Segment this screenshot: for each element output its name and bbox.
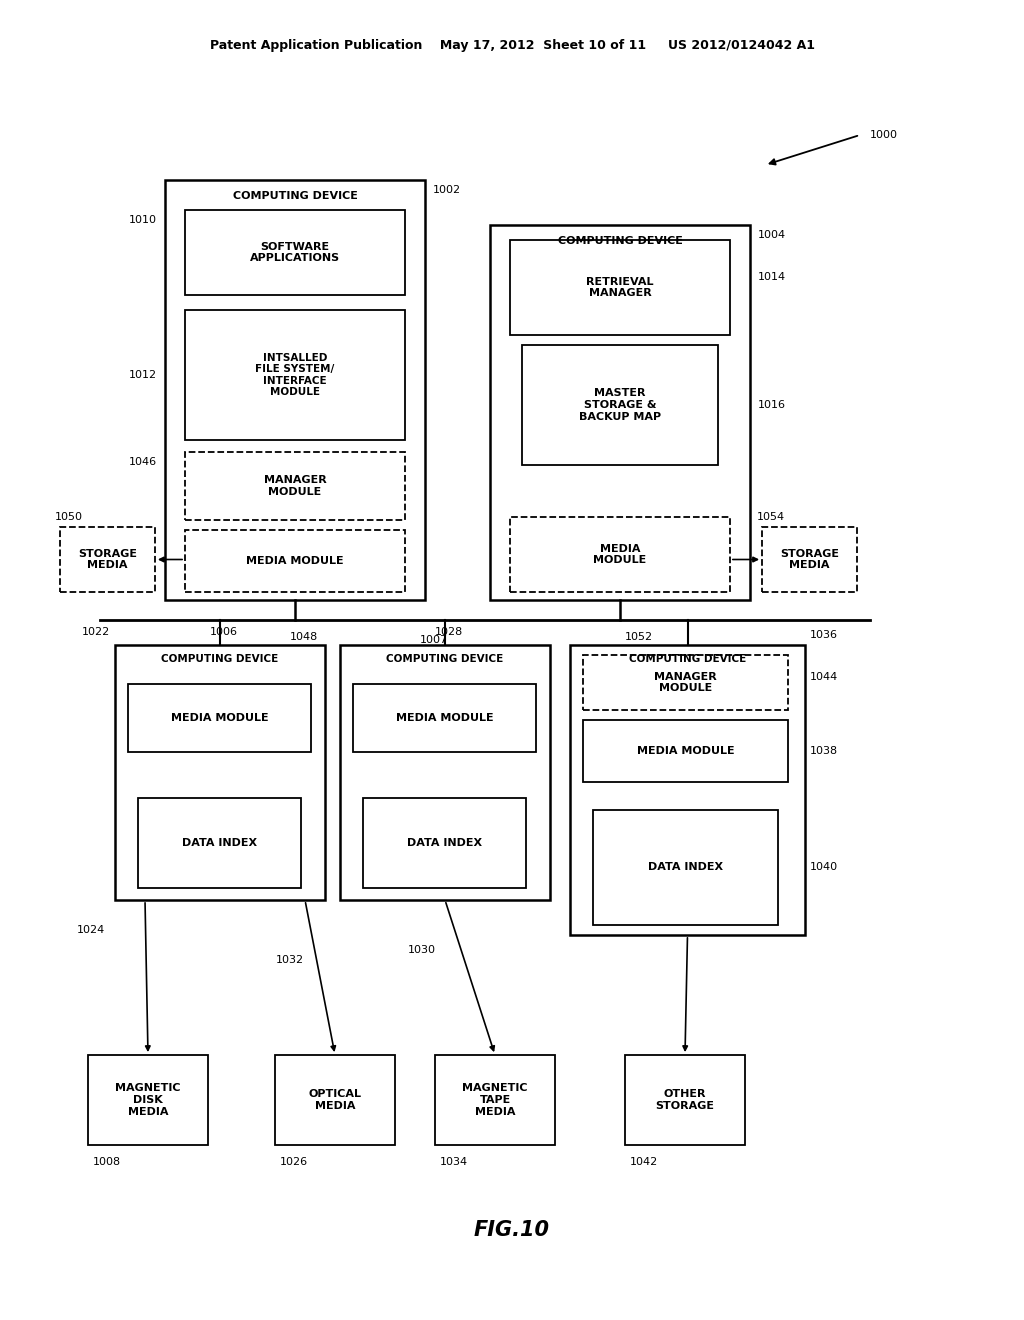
Bar	[510, 517, 730, 591]
Bar	[115, 645, 325, 900]
Bar	[510, 240, 730, 335]
Text: 1030: 1030	[408, 945, 435, 954]
Bar	[762, 527, 857, 591]
Text: MAGNETIC
DISK
MEDIA: MAGNETIC DISK MEDIA	[116, 1084, 181, 1117]
Text: MEDIA MODULE: MEDIA MODULE	[637, 746, 734, 756]
Bar	[275, 1055, 395, 1144]
Text: MANAGER
MODULE: MANAGER MODULE	[263, 475, 327, 496]
Bar	[353, 684, 536, 752]
Text: COMPUTING DEVICE: COMPUTING DEVICE	[386, 653, 504, 664]
Text: 1006: 1006	[210, 627, 238, 638]
Text: Patent Application Publication    May 17, 2012  Sheet 10 of 11     US 2012/01240: Patent Application Publication May 17, 2…	[210, 38, 814, 51]
Text: 1012: 1012	[129, 370, 157, 380]
Text: 1007: 1007	[420, 635, 449, 645]
Text: COMPUTING DEVICE: COMPUTING DEVICE	[162, 653, 279, 664]
Text: DATA INDEX: DATA INDEX	[407, 838, 482, 847]
Bar	[570, 645, 805, 935]
Bar	[490, 224, 750, 601]
Text: 1050: 1050	[55, 512, 83, 521]
Bar	[60, 527, 155, 591]
Text: 1010: 1010	[129, 215, 157, 224]
Text: 1036: 1036	[810, 630, 838, 640]
Bar	[165, 180, 425, 601]
Bar	[583, 719, 788, 781]
Bar	[340, 645, 550, 900]
Text: 1008: 1008	[93, 1158, 121, 1167]
Text: RETRIEVAL
MANAGER: RETRIEVAL MANAGER	[587, 277, 653, 298]
Text: MEDIA MODULE: MEDIA MODULE	[171, 713, 268, 723]
Bar	[185, 531, 406, 591]
Text: 1046: 1046	[129, 457, 157, 467]
Bar	[128, 684, 311, 752]
Text: MANAGER
MODULE: MANAGER MODULE	[654, 672, 717, 693]
Bar	[185, 210, 406, 294]
Bar	[593, 810, 778, 925]
Bar	[362, 799, 526, 888]
Bar	[185, 451, 406, 520]
Bar	[435, 1055, 555, 1144]
Text: 1004: 1004	[758, 230, 786, 240]
Bar	[138, 799, 301, 888]
Text: 1016: 1016	[758, 400, 786, 411]
Text: 1040: 1040	[810, 862, 838, 873]
Text: OTHER
STORAGE: OTHER STORAGE	[655, 1089, 715, 1111]
Bar	[625, 1055, 745, 1144]
Bar	[583, 655, 788, 710]
Text: 1026: 1026	[280, 1158, 308, 1167]
Text: STORAGE
MEDIA: STORAGE MEDIA	[780, 549, 839, 570]
Text: 1038: 1038	[810, 746, 838, 756]
Text: 1034: 1034	[440, 1158, 468, 1167]
Bar	[522, 345, 718, 465]
Text: SOFTWARE
APPLICATIONS: SOFTWARE APPLICATIONS	[250, 242, 340, 263]
Text: 1044: 1044	[810, 672, 839, 682]
Text: DATA INDEX: DATA INDEX	[182, 838, 257, 847]
Text: INTSALLED
FILE SYSTEM/
INTERFACE
MODULE: INTSALLED FILE SYSTEM/ INTERFACE MODULE	[255, 352, 335, 397]
Text: STORAGE
MEDIA: STORAGE MEDIA	[78, 549, 137, 570]
Text: MEDIA MODULE: MEDIA MODULE	[246, 556, 344, 566]
Bar	[185, 310, 406, 440]
Text: 1022: 1022	[82, 627, 110, 638]
Text: 1054: 1054	[757, 512, 785, 521]
Text: 1052: 1052	[625, 632, 653, 642]
Bar	[88, 1055, 208, 1144]
Text: 1014: 1014	[758, 272, 786, 282]
Text: 1028: 1028	[435, 627, 463, 638]
Text: COMPUTING DEVICE: COMPUTING DEVICE	[629, 653, 746, 664]
Text: COMPUTING DEVICE: COMPUTING DEVICE	[232, 191, 357, 201]
Text: DATA INDEX: DATA INDEX	[648, 862, 723, 873]
Text: 1024: 1024	[77, 925, 105, 935]
Text: MASTER
STORAGE &
BACKUP MAP: MASTER STORAGE & BACKUP MAP	[579, 388, 662, 421]
Text: 1002: 1002	[433, 185, 461, 195]
Text: OPTICAL
MEDIA: OPTICAL MEDIA	[308, 1089, 361, 1111]
Text: MEDIA MODULE: MEDIA MODULE	[395, 713, 494, 723]
Text: FIG.10: FIG.10	[474, 1220, 550, 1239]
Text: 1048: 1048	[290, 632, 318, 642]
Text: 1000: 1000	[870, 129, 898, 140]
Text: MAGNETIC
TAPE
MEDIA: MAGNETIC TAPE MEDIA	[462, 1084, 527, 1117]
Text: 1042: 1042	[630, 1158, 658, 1167]
Text: MEDIA
MODULE: MEDIA MODULE	[593, 544, 646, 565]
Text: 1032: 1032	[275, 954, 304, 965]
Text: COMPUTING DEVICE: COMPUTING DEVICE	[557, 236, 682, 246]
